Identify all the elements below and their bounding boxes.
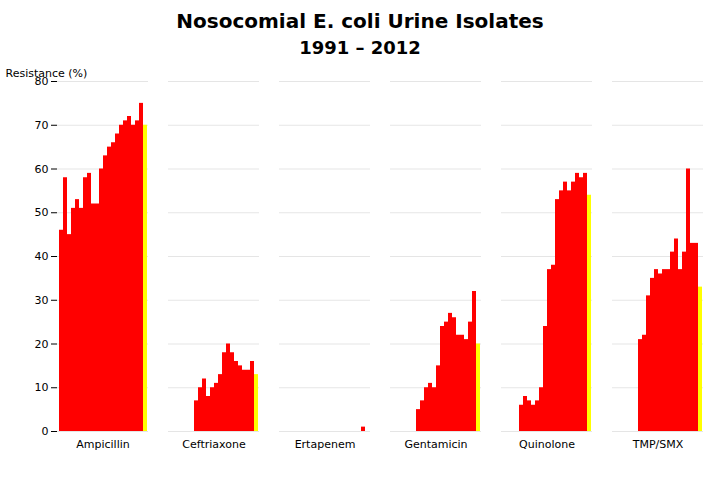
svg-text:10: 10 bbox=[35, 381, 49, 394]
svg-text:80: 80 bbox=[34, 75, 49, 88]
svg-text:20: 20 bbox=[35, 338, 49, 351]
svg-text:30: 30 bbox=[35, 294, 49, 307]
svg-text:50: 50 bbox=[35, 206, 49, 219]
svg-text:Ampicillin: Ampicillin bbox=[76, 438, 130, 451]
svg-text:Ceftriaxone: Ceftriaxone bbox=[182, 438, 246, 451]
svg-text:70: 70 bbox=[35, 119, 49, 132]
svg-text:0: 0 bbox=[42, 425, 49, 438]
svg-text:60: 60 bbox=[35, 163, 49, 176]
svg-text:Ertapenem: Ertapenem bbox=[295, 438, 356, 451]
svg-text:Resistance (%): Resistance (%) bbox=[6, 67, 88, 80]
svg-text:Quinolone: Quinolone bbox=[519, 438, 575, 451]
html-text:1991 – 2012: 1991 – 2012 bbox=[299, 37, 421, 58]
svg-text:Gentamicin: Gentamicin bbox=[404, 438, 467, 451]
svg-text:40: 40 bbox=[35, 250, 49, 263]
svg-text:TMP/SMX: TMP/SMX bbox=[632, 438, 684, 451]
html-text:Nosocomial E. coli Urine Isola: Nosocomial E. coli Urine Isolates bbox=[176, 9, 544, 33]
